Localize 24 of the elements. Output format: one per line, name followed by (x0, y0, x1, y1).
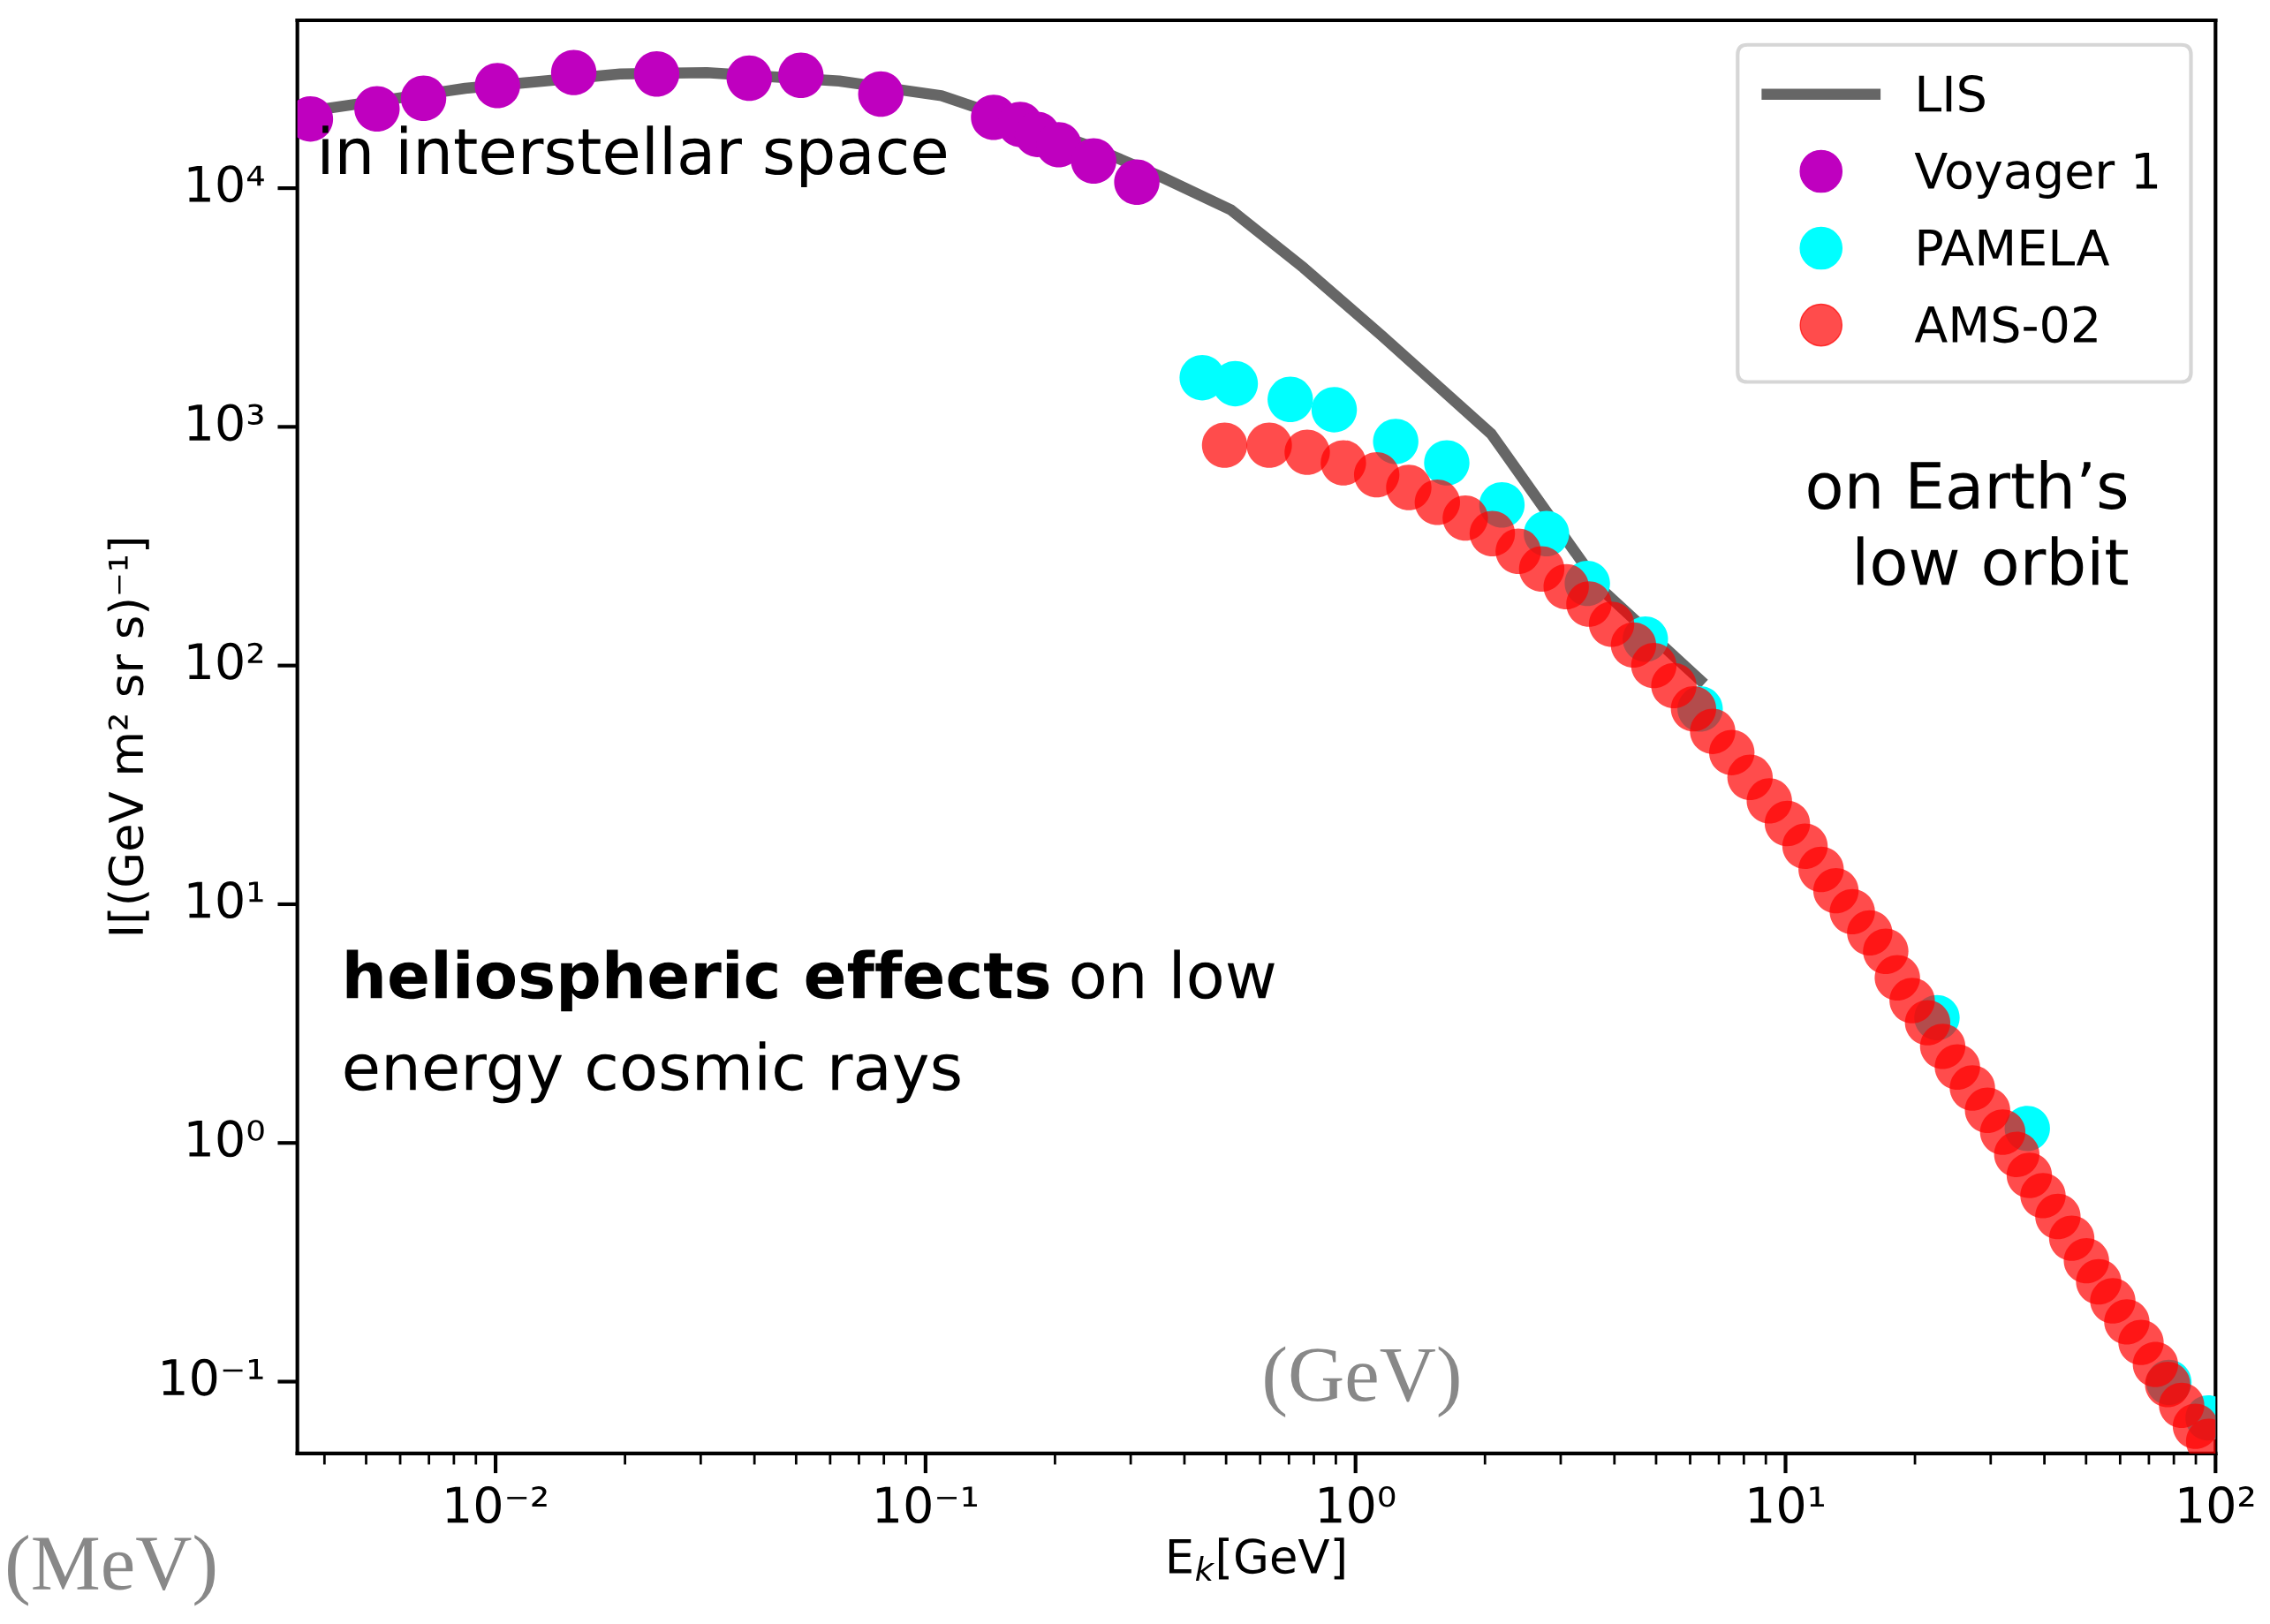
x-axis-title: E$_{k}$[GeV] (1169, 1537, 1344, 1582)
annotation: heliospheric effects (346, 949, 1049, 1012)
y-tick-label: 10² (188, 642, 263, 680)
text: (MeV) (8, 1535, 216, 1606)
y-tick-label: 10⁰ (188, 1120, 264, 1158)
x-tick-label: 10⁻² (447, 1486, 547, 1524)
x-tick-label: 10⁰ (1320, 1486, 1396, 1524)
y-axis-title: I[(GeV m² sr s)⁻¹] (107, 539, 149, 934)
y-tick-label: 10⁻¹ (163, 1358, 263, 1396)
y-tick-label: 10³ (188, 404, 263, 442)
legend-label: Voyager 1 (1914, 152, 2158, 199)
annotation: on low (1071, 949, 1275, 1000)
annotation: (GeV) (1265, 1346, 1459, 1418)
annotation: energy cosmic rays (344, 1041, 960, 1104)
legend-label: LIS (1918, 75, 1985, 113)
annotation: on Earth’s low orbit (1808, 459, 2128, 586)
annotation: in interstellar space (322, 125, 946, 188)
x-tick-label: 10⁻¹ (876, 1486, 977, 1524)
x-tick-label: 10² (2179, 1486, 2254, 1524)
x-tick-label: 10¹ (1750, 1486, 1824, 1524)
legend-label: PAMELA (1918, 230, 2110, 266)
y-tick-label: 10¹ (188, 881, 263, 919)
legend-label: AMS-02 (1914, 306, 2097, 344)
y-tick-label: 10⁴ (188, 165, 264, 203)
